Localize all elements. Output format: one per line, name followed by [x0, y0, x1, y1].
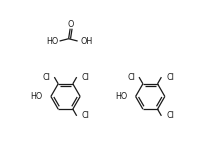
Text: HO: HO: [30, 92, 42, 101]
Text: Cl: Cl: [166, 111, 174, 120]
Text: O: O: [68, 20, 74, 29]
Text: Cl: Cl: [43, 73, 50, 82]
Text: Cl: Cl: [81, 73, 89, 82]
Text: Cl: Cl: [81, 111, 89, 120]
Text: HO: HO: [47, 36, 59, 45]
Text: Cl: Cl: [166, 73, 174, 82]
Text: OH: OH: [81, 36, 93, 45]
Text: Cl: Cl: [127, 73, 135, 82]
Text: HO: HO: [115, 92, 127, 101]
